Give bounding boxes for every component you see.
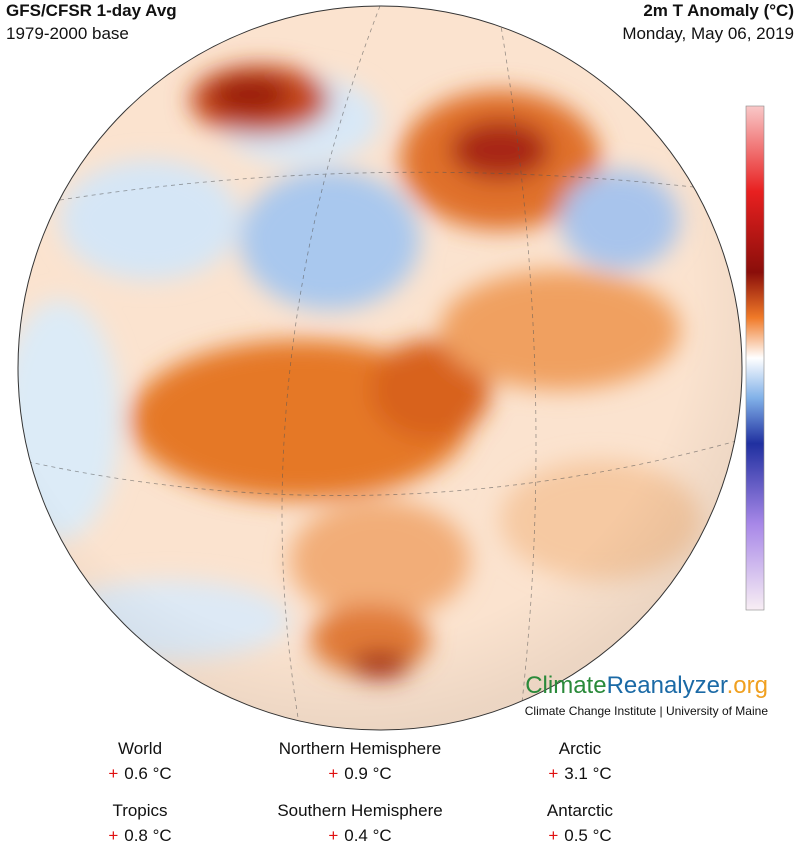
stat-value: +0.5 °C: [548, 826, 611, 845]
stat-number: 0.8 °C: [124, 826, 171, 845]
stat-number: 3.1 °C: [564, 764, 611, 783]
stat-sign: +: [108, 826, 118, 845]
logo: ClimateReanalyzer.org: [525, 672, 768, 699]
stat-sign: +: [108, 764, 118, 783]
variable: 2m T Anomaly (°C): [643, 1, 794, 20]
stat-number: 0.9 °C: [344, 764, 391, 783]
subtitle: 1979-2000 base: [6, 24, 129, 43]
stat-label: Arctic: [559, 739, 602, 758]
stat-label: Tropics: [112, 801, 167, 820]
stat-sign: +: [328, 826, 338, 845]
globe-outline: [17, 5, 743, 731]
stat-label: Antarctic: [547, 801, 614, 820]
globe: [18, 6, 742, 730]
stat-number: 0.5 °C: [564, 826, 611, 845]
stat-label: World: [118, 739, 162, 758]
stat-value: +0.8 °C: [108, 826, 171, 845]
stat-label: Southern Hemisphere: [277, 801, 442, 820]
stat-sign: +: [328, 764, 338, 783]
credit: Climate Change Institute | University of…: [525, 704, 769, 718]
stat-value: +0.9 °C: [328, 764, 391, 783]
stat-number: 0.6 °C: [124, 764, 171, 783]
stat-label: Northern Hemisphere: [279, 739, 442, 758]
colorbar-ramp: [745, 105, 765, 611]
stat-value: +0.4 °C: [328, 826, 391, 845]
stat-value: +3.1 °C: [548, 764, 611, 783]
stat-value: +0.6 °C: [108, 764, 171, 783]
stat-sign: +: [548, 826, 558, 845]
date: Monday, May 06, 2019: [622, 24, 794, 43]
colorbar: [745, 105, 765, 611]
stat-sign: +: [548, 764, 558, 783]
stat-number: 0.4 °C: [344, 826, 391, 845]
title: GFS/CFSR 1-day Avg: [6, 1, 177, 20]
